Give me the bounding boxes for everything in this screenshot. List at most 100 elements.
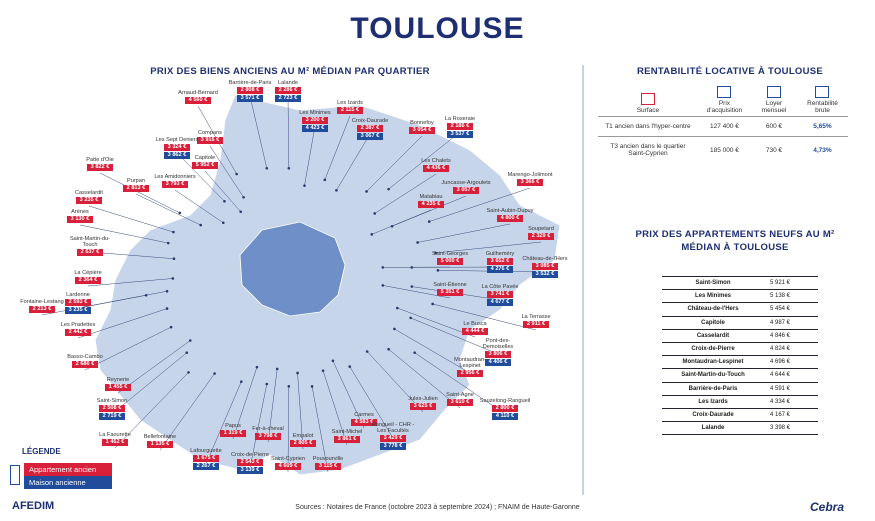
district-label: Saint-Simon 2 508 €2 719 € (86, 398, 138, 421)
district-name: Saint-Georges (431, 251, 469, 257)
logo-afedim: AFEDIM (12, 500, 55, 512)
district-name: Barrière-de-Paris (228, 80, 272, 86)
apartment-price: 3 054 € (409, 127, 435, 135)
district-label: Saint-Martin-du-Touch 2 637 € (64, 236, 116, 257)
apartment-price: 3 916 € (197, 137, 223, 145)
apartment-price: 2 686 € (72, 361, 98, 369)
legend-apartment: Appartement ancien (24, 463, 112, 476)
district-dot (265, 382, 269, 386)
new-price: 4 334 € (764, 395, 818, 409)
district-name: Guilheméry (485, 251, 515, 257)
district-name: Les Minimes (299, 110, 331, 116)
leader-line (349, 366, 394, 439)
district-dot (169, 325, 173, 329)
district-dot (310, 385, 314, 388)
new-table: Saint-Simon 5 921 € Les Minimes 5 138 € Chât… (662, 276, 818, 436)
leader-line (322, 370, 348, 446)
district-dot (178, 211, 182, 215)
leader-line (435, 241, 542, 254)
district-label: Saint-Georges 5 000 € (424, 251, 476, 266)
rental-cell: T3 ancien dans le quartier Saint-Cyprien (598, 136, 698, 163)
new-price: 4 696 € (764, 355, 818, 370)
new-row: Lalande 3 398 € (662, 421, 818, 436)
new-price: 4 644 € (764, 368, 818, 383)
new-district: Croix-de-Pierre (662, 342, 764, 357)
apartment-price: 4 609 € (275, 463, 301, 471)
apartment-price: 2 800 € (492, 405, 518, 413)
district-name: Pouvourville (312, 456, 344, 462)
district-label: Carmes 4 583 € (338, 412, 390, 427)
apartment-price: 4 235 € (418, 201, 444, 209)
apartment-price: 4 583 € (351, 419, 377, 427)
rental-cell: T1 ancien dans l'hyper-centre (598, 116, 698, 137)
apartment-price: 5 952 € (192, 162, 218, 170)
new-row: Les Izards 4 334 € (662, 395, 818, 409)
district-name: La Terrasse (521, 314, 551, 320)
new-district: Montaudran-Lespinet (662, 355, 764, 370)
new-row: Les Minimes 5 138 € (662, 289, 818, 304)
header-text: Rentabilité brute (807, 100, 838, 114)
district-label: La Roseraie 2 186 €3 537 € (434, 116, 486, 139)
rental-cell: 600 € (751, 116, 797, 137)
apartment-price: 3 115 € (315, 463, 341, 471)
leader-line (84, 326, 172, 371)
apartment-price: 1 462 € (102, 439, 128, 447)
rental-cell: 5,65% (796, 116, 848, 137)
house-price: 3 532 € (532, 271, 558, 279)
leader-line (388, 349, 461, 409)
leader-line (366, 135, 423, 192)
district-name: Reynerie (106, 377, 130, 383)
district-name: Fontaine-Lestang (20, 299, 64, 305)
district-name: Marengo-Jolimont (507, 172, 553, 178)
new-row: Casselardit 4 846 € (662, 329, 818, 343)
district-label: Les Pradettes 2 442 € (52, 322, 104, 337)
district-name: Saint-Martin-du-Touch (69, 236, 111, 249)
leader-line (111, 352, 187, 415)
district-label: Lalande 2 286 €2 723 € (262, 80, 314, 103)
apartment-price: 3 610 € (447, 399, 473, 407)
district-name: Lardenne (66, 292, 90, 298)
district-name: Fer-à-cheval (252, 426, 284, 432)
apartment-price: 3 861 € (334, 436, 360, 444)
house-price: 3 537 € (447, 131, 473, 139)
district-name: La Côte Pavée (481, 284, 519, 290)
new-price: 4 987 € (764, 316, 818, 330)
district-label: Empalot 2 805 € (277, 433, 329, 448)
new-body: Saint-Simon 5 921 € Les Minimes 5 138 € Chât… (662, 276, 818, 436)
rental-cell: 127 400 € (697, 116, 752, 137)
leader-line (87, 278, 173, 287)
apartment-price: 2 387 € (357, 125, 383, 133)
district-name: Capitole (194, 155, 216, 161)
apartment-price: 2 593 € (65, 299, 91, 307)
leader-line (429, 187, 531, 222)
district-name: Lafourguette (190, 448, 222, 454)
district-name: Les Chalets (421, 158, 451, 164)
district-label: Les Amidonniers 3 793 € (149, 174, 201, 189)
new-row: Barrière-de-Paris 4 591 € (662, 382, 818, 396)
leader-line (88, 205, 174, 233)
leader-line (249, 383, 268, 469)
apartment-price: 5 351 € (437, 289, 463, 297)
leader-line (287, 386, 290, 473)
district-dot (296, 371, 299, 375)
district-label: Lardenne 2 593 €3 235 € (52, 292, 104, 315)
district-name: Compans (198, 130, 222, 136)
apartment-price: 3 057 € (453, 187, 479, 195)
new-title: PRIX DES APPARTEMENTS NEUFS AU M² MÉDIAN… (635, 229, 835, 253)
header-icon (717, 86, 732, 98)
leader-line (79, 224, 169, 244)
district-dot (365, 350, 369, 353)
district-name: Pont-des-Demoiselles (482, 338, 514, 351)
leader-line (77, 308, 168, 339)
district-dot (287, 385, 291, 388)
district-dot (165, 307, 169, 310)
house-price: 3 235 € (65, 307, 91, 315)
rental-header-cell: Surface (598, 84, 698, 117)
district-label: Juncasse-Argoulets 3 057 € (440, 180, 492, 195)
district-name: Soupetard (528, 226, 554, 232)
legend-icon (10, 465, 20, 485)
district-dot (410, 266, 414, 269)
new-district: Capitole (662, 316, 764, 330)
district-label: Arnaud-Bernard 4 560 € (172, 90, 224, 105)
